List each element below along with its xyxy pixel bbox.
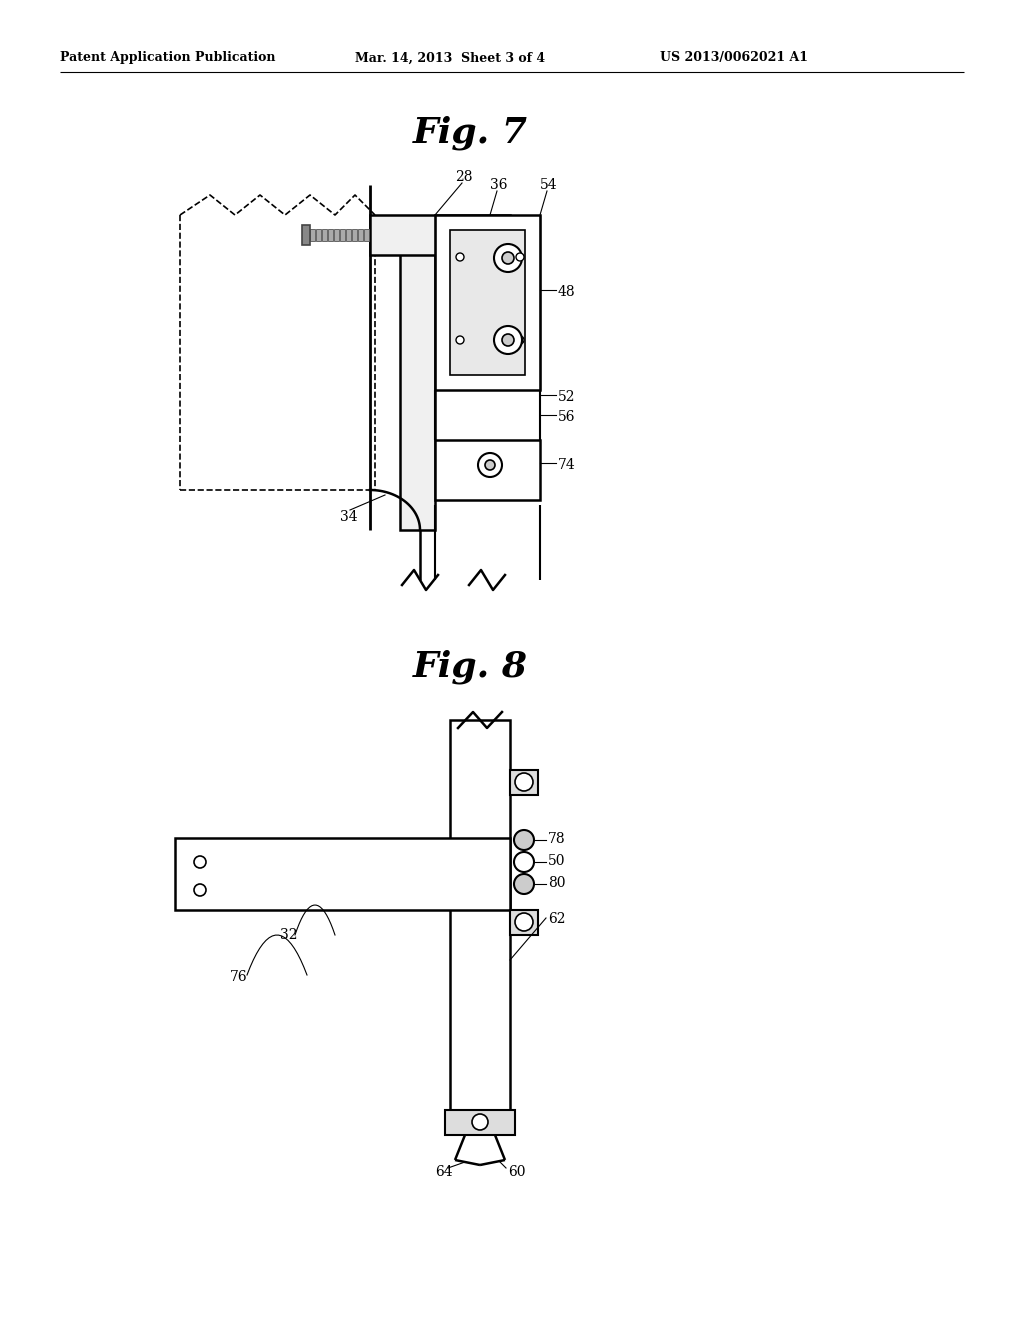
Bar <box>302 224 310 246</box>
Text: 34: 34 <box>340 510 357 524</box>
Bar <box>175 838 510 909</box>
Text: 60: 60 <box>508 1166 525 1179</box>
Circle shape <box>494 326 522 354</box>
Text: 28: 28 <box>455 170 472 183</box>
Bar <box>510 909 538 935</box>
Bar <box>310 228 315 242</box>
Bar <box>510 770 538 795</box>
Circle shape <box>194 855 206 869</box>
Bar <box>316 228 321 242</box>
Bar <box>450 719 510 1130</box>
Bar <box>364 228 369 242</box>
Circle shape <box>515 913 534 931</box>
Circle shape <box>515 774 534 791</box>
Circle shape <box>472 1114 488 1130</box>
Bar <box>435 215 540 389</box>
Bar <box>400 220 435 531</box>
Circle shape <box>502 334 514 346</box>
Bar <box>334 228 339 242</box>
Circle shape <box>456 253 464 261</box>
Circle shape <box>194 884 206 896</box>
Circle shape <box>485 459 495 470</box>
Text: 62: 62 <box>548 912 565 927</box>
Text: 78: 78 <box>548 832 565 846</box>
Bar <box>328 228 333 242</box>
Bar <box>352 228 357 242</box>
Circle shape <box>516 253 524 261</box>
Text: 54: 54 <box>540 178 558 191</box>
Text: Patent Application Publication: Patent Application Publication <box>60 51 275 65</box>
Text: 52: 52 <box>558 389 575 404</box>
Bar <box>358 228 362 242</box>
Text: US 2013/0062021 A1: US 2013/0062021 A1 <box>660 51 808 65</box>
Text: 80: 80 <box>548 876 565 890</box>
Bar <box>450 230 525 375</box>
Text: Fig. 8: Fig. 8 <box>413 649 527 685</box>
Bar <box>340 228 345 242</box>
Text: 56: 56 <box>558 411 575 424</box>
Circle shape <box>516 337 524 345</box>
Circle shape <box>502 252 514 264</box>
Circle shape <box>456 337 464 345</box>
Circle shape <box>514 851 534 873</box>
Text: 74: 74 <box>558 458 575 473</box>
Bar <box>346 228 351 242</box>
Text: 36: 36 <box>490 178 508 191</box>
Text: 50: 50 <box>548 854 565 869</box>
Bar <box>445 1110 515 1135</box>
Text: 76: 76 <box>230 970 248 983</box>
Bar <box>370 215 510 255</box>
Text: 32: 32 <box>280 928 298 942</box>
Circle shape <box>514 830 534 850</box>
Circle shape <box>494 244 522 272</box>
Circle shape <box>514 874 534 894</box>
Text: Fig. 7: Fig. 7 <box>413 115 527 149</box>
Bar <box>435 440 540 500</box>
Text: 64: 64 <box>435 1166 453 1179</box>
Text: Mar. 14, 2013  Sheet 3 of 4: Mar. 14, 2013 Sheet 3 of 4 <box>355 51 545 65</box>
Circle shape <box>478 453 502 477</box>
Bar <box>322 228 327 242</box>
Text: 48: 48 <box>558 285 575 300</box>
